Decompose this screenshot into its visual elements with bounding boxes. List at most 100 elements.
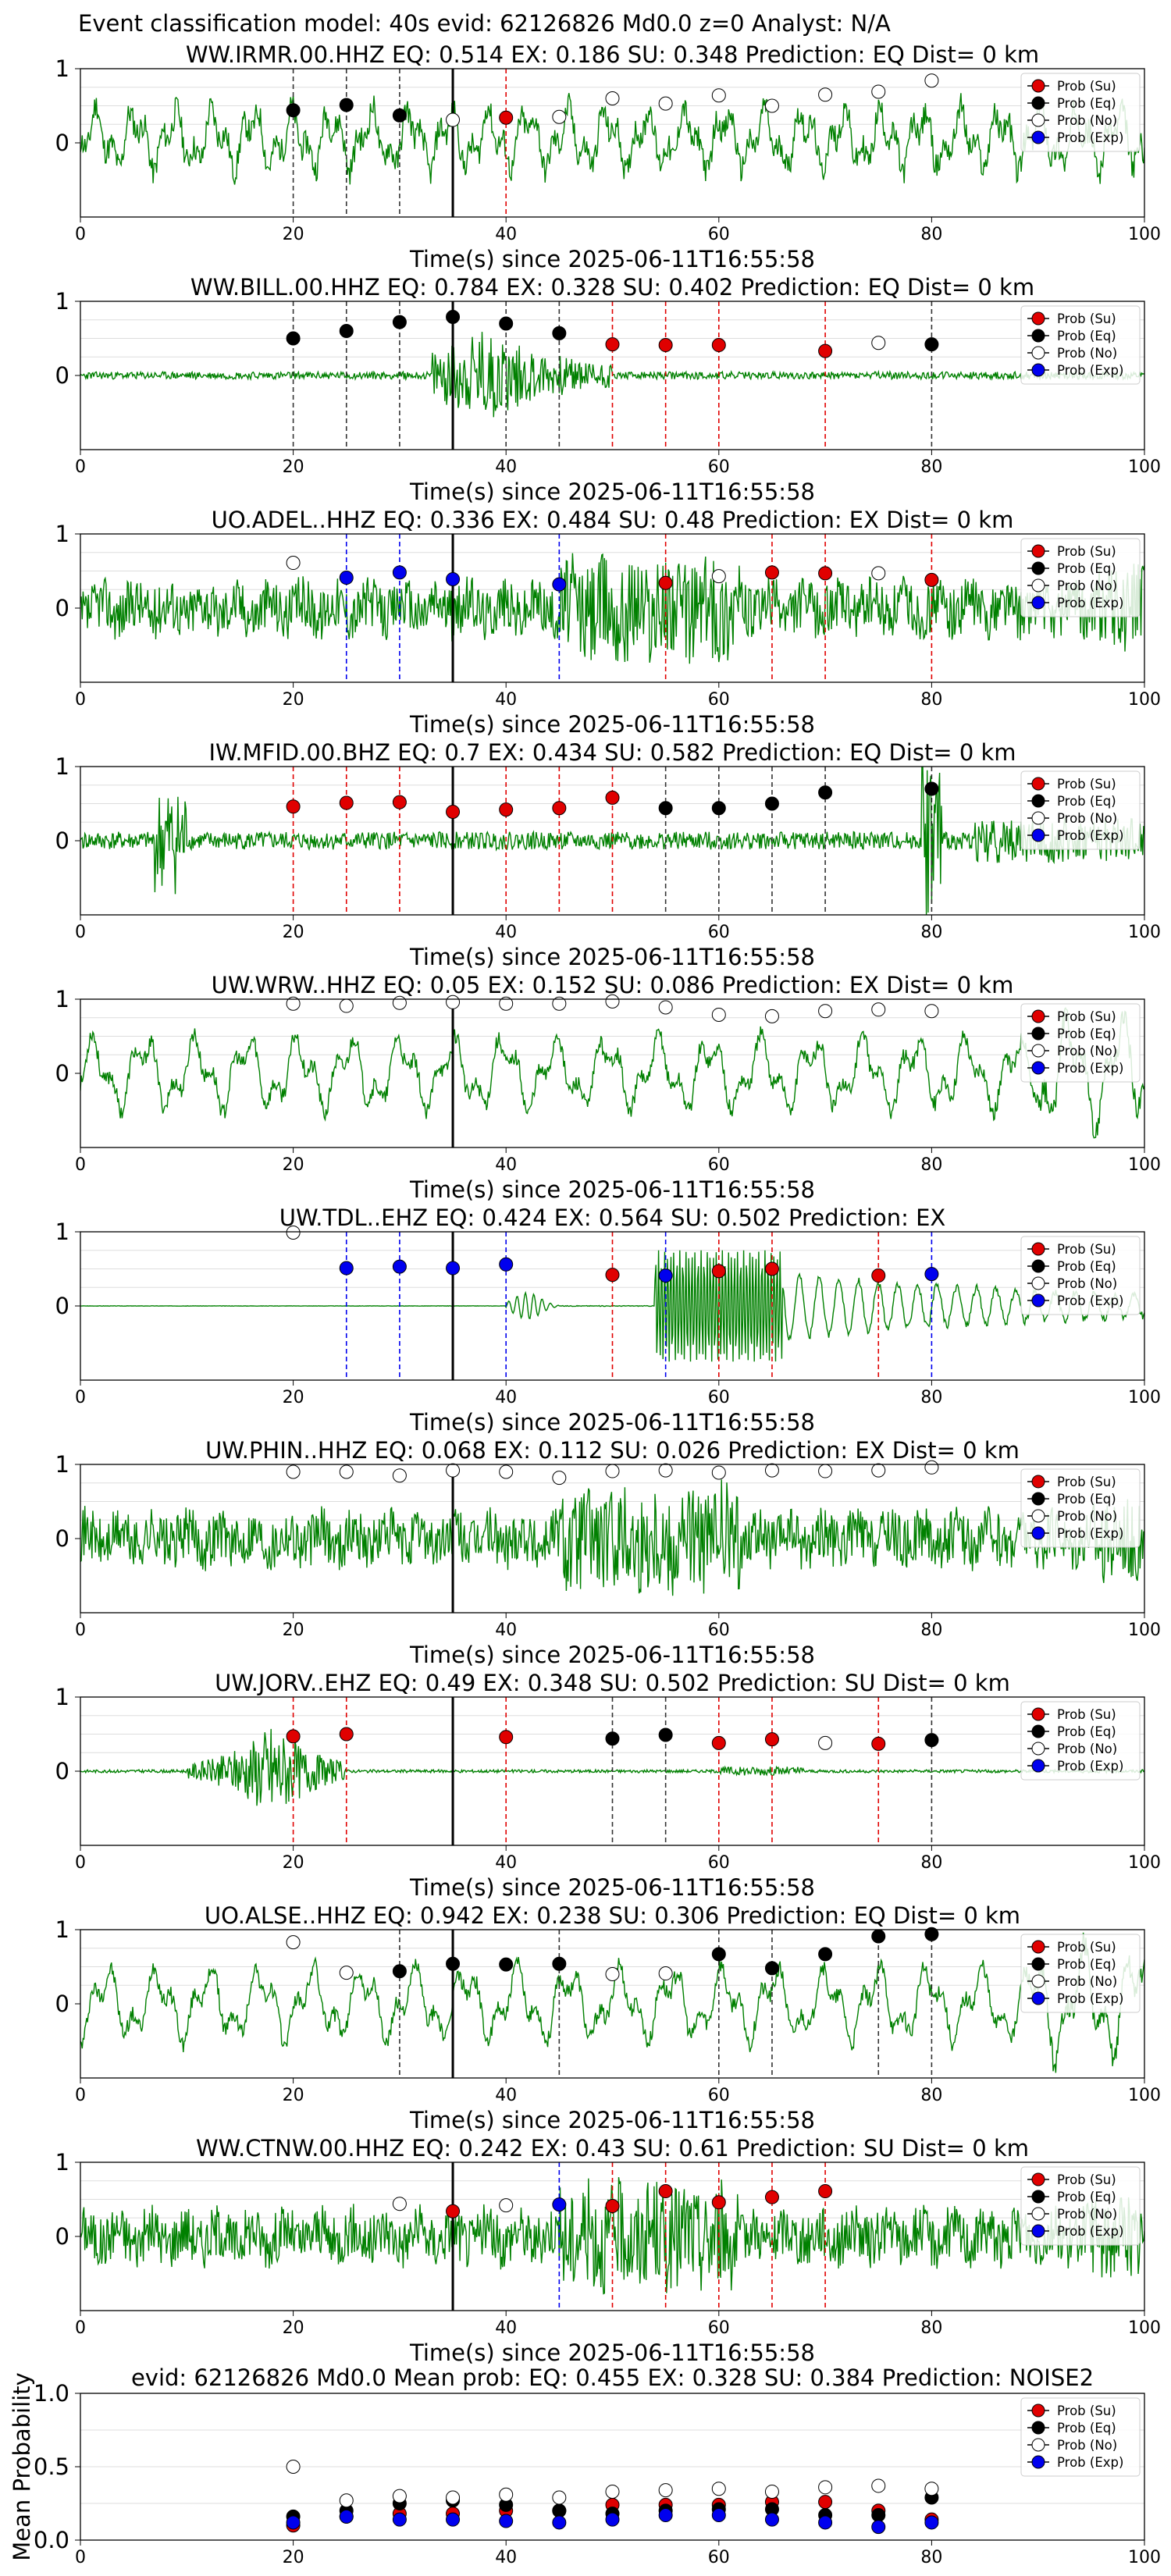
- legend-marker: [1031, 1940, 1045, 1954]
- y-tick-label: 0: [55, 1525, 69, 1552]
- probability-point: [605, 337, 620, 352]
- probability-point: [339, 1727, 354, 1742]
- x-tick-label: 100: [1128, 1853, 1161, 1873]
- legend-label: Prob (Su): [1057, 311, 1116, 326]
- legend-label: Prob (Eq): [1057, 794, 1116, 809]
- probability-point: [711, 1947, 726, 1962]
- legend-label: Prob (No): [1057, 578, 1117, 593]
- probability-point: [711, 1735, 726, 1750]
- probability-point: [818, 1004, 833, 1019]
- legend-marker: [1031, 2172, 1045, 2186]
- y-tick-label: 1: [55, 521, 69, 547]
- probability-point: [499, 110, 514, 125]
- legend-marker: [1031, 596, 1045, 610]
- probability-point: [552, 326, 567, 340]
- legend-box: [1020, 305, 1141, 385]
- y-tick-label: 1: [55, 55, 69, 82]
- probability-point: [339, 1261, 354, 1276]
- x-tick-label: 0: [75, 2548, 86, 2567]
- x-tick-label: 40: [495, 457, 517, 477]
- legend-marker: [1031, 1293, 1045, 1308]
- legend-marker: [1031, 1009, 1045, 1023]
- probability-point: [499, 802, 514, 817]
- x-tick-label: 80: [920, 1388, 942, 1407]
- x-tick-label: 0: [75, 2318, 86, 2338]
- panel-title: UW.PHIN..HHZ EQ: 0.068 EX: 0.112 SU: 0.0…: [205, 1437, 1020, 1464]
- probability-point: [711, 569, 726, 584]
- legend-marker: [1031, 2421, 1045, 2435]
- x-tick-label: 60: [708, 2548, 730, 2567]
- x-axis-label: Time(s) since 2025-06-11T16:55:58: [409, 944, 815, 970]
- station-panel: UO.ALSE..HHZ EQ: 0.942 EX: 0.238 SU: 0.3…: [55, 1902, 1161, 2133]
- x-tick-label: 0: [75, 923, 86, 942]
- legend-label: Prob (Su): [1057, 777, 1116, 792]
- mean-point-exp: [499, 2514, 514, 2528]
- x-tick-label: 100: [1128, 1621, 1161, 1640]
- probability-point: [871, 84, 886, 99]
- legend-label: Prob (Exp): [1057, 1061, 1123, 1076]
- probability-point: [658, 2184, 673, 2199]
- legend-label: Prob (Exp): [1057, 130, 1123, 145]
- x-tick-label: 20: [283, 2318, 304, 2338]
- mean-point-eq: [552, 2503, 567, 2518]
- mean-point-exp: [764, 2512, 779, 2527]
- x-tick-label: 20: [283, 1621, 304, 1640]
- probability-point: [286, 103, 301, 118]
- probability-point: [658, 338, 673, 353]
- mean-point-no: [499, 2487, 514, 2502]
- probability-point: [924, 337, 939, 352]
- probability-point: [392, 1259, 407, 1274]
- y-tick-label: 0: [55, 1060, 69, 1087]
- x-tick-label: 60: [708, 1853, 730, 1873]
- legend-marker: [1031, 113, 1045, 127]
- x-tick-label: 100: [1128, 1388, 1161, 1407]
- legend-box: [1020, 2166, 1141, 2246]
- x-tick-label: 0: [75, 1388, 86, 1407]
- probability-point: [764, 98, 779, 113]
- y-tick-label: 1: [55, 986, 69, 1012]
- x-tick-label: 0: [75, 225, 86, 244]
- legend-marker: [1031, 1974, 1045, 1988]
- probability-point: [446, 309, 461, 324]
- probability-point: [499, 1257, 514, 1272]
- figure-title: Event classification model: 40s evid: 62…: [78, 10, 891, 37]
- panel-title: evid: 62126826 Md0.0 Mean prob: EQ: 0.45…: [131, 2364, 1094, 2391]
- x-tick-label: 20: [283, 457, 304, 477]
- station-panel: WW.BILL.00.HHZ EQ: 0.784 EX: 0.328 SU: 0…: [55, 274, 1161, 505]
- x-tick-label: 80: [920, 1853, 942, 1873]
- mean-point-no: [658, 2483, 673, 2498]
- x-tick-label: 40: [495, 225, 517, 244]
- probability-point: [924, 781, 939, 796]
- probability-point: [711, 2195, 726, 2210]
- station-panel: WW.IRMR.00.HHZ EQ: 0.514 EX: 0.186 SU: 0…: [55, 41, 1161, 272]
- legend-marker: [1031, 544, 1045, 558]
- legend-label: Prob (Exp): [1057, 2455, 1123, 2470]
- probability-point: [711, 338, 726, 353]
- mean-point-no: [446, 2490, 461, 2505]
- legend-box: [1020, 538, 1141, 617]
- probability-point: [658, 96, 673, 111]
- panel-title: WW.CTNW.00.HHZ EQ: 0.242 EX: 0.43 SU: 0.…: [196, 2135, 1029, 2161]
- legend-marker: [1031, 1044, 1045, 1058]
- legend-label: Prob (Eq): [1057, 2190, 1116, 2204]
- x-tick-label: 80: [920, 225, 942, 244]
- legend-label: Prob (Su): [1057, 1009, 1116, 1024]
- legend-marker: [1031, 1242, 1045, 1256]
- panel-title: WW.IRMR.00.HHZ EQ: 0.514 EX: 0.186 SU: 0…: [186, 41, 1039, 68]
- legend-label: Prob (No): [1057, 346, 1117, 361]
- legend-label: Prob (Exp): [1057, 2224, 1123, 2239]
- legend-label: Prob (Exp): [1057, 1991, 1123, 2006]
- legend-marker: [1031, 1957, 1045, 1971]
- y-tick-label: 0: [55, 1293, 69, 1319]
- mean-point-no: [552, 2490, 567, 2505]
- probability-point: [711, 88, 726, 103]
- probability-point: [818, 785, 833, 800]
- x-tick-label: 40: [495, 690, 517, 710]
- legend-marker: [1031, 2438, 1045, 2452]
- probability-point: [339, 795, 354, 810]
- x-tick-label: 20: [283, 1155, 304, 1175]
- legend-label: Prob (No): [1057, 1974, 1117, 1989]
- probability-point: [446, 2204, 461, 2218]
- x-tick-label: 0: [75, 457, 86, 477]
- probability-point: [499, 316, 514, 331]
